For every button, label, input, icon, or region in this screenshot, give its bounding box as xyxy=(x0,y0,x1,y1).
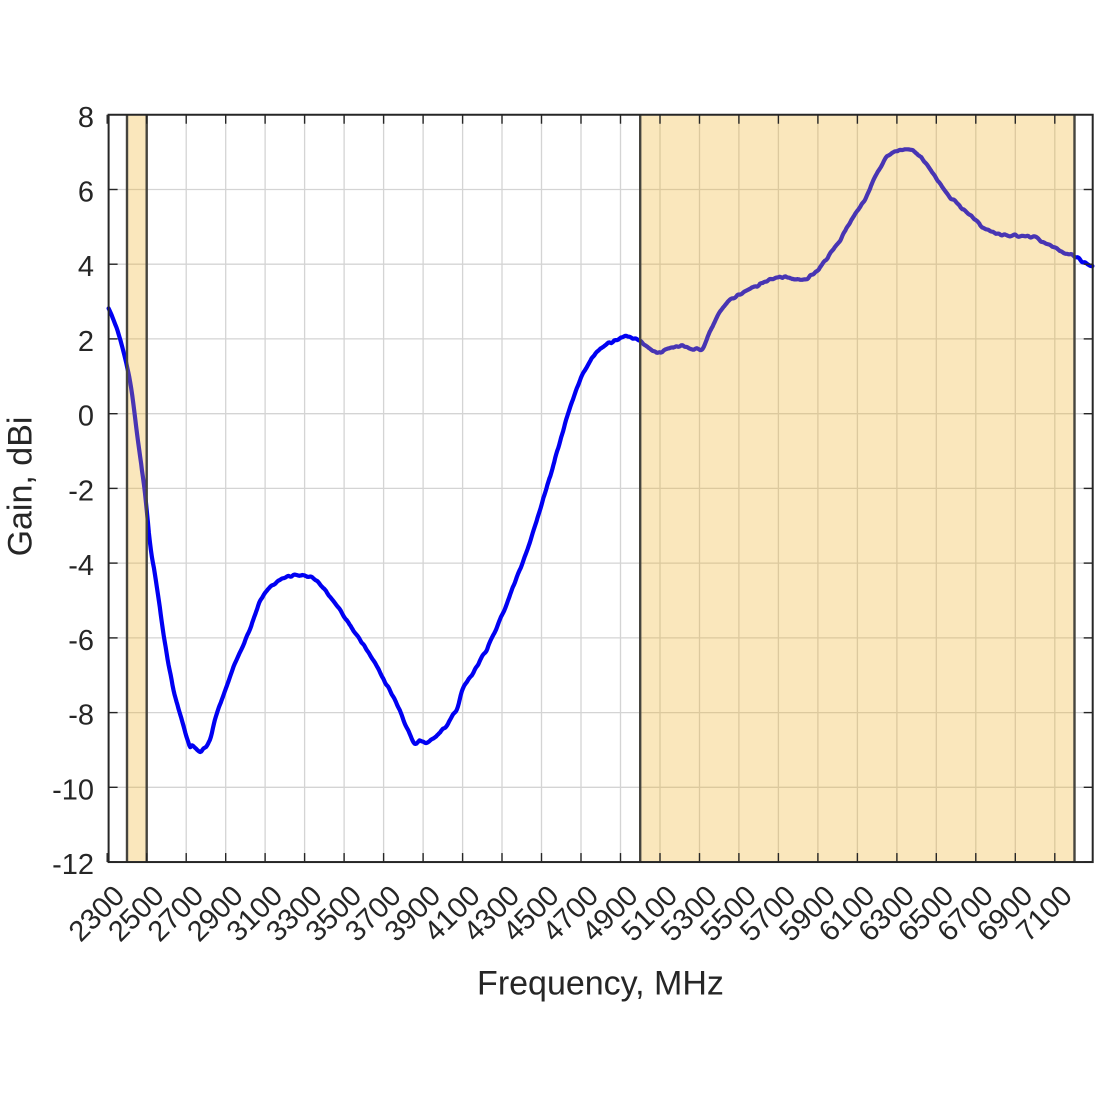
svg-text:-12: -12 xyxy=(52,849,94,881)
svg-text:-6: -6 xyxy=(68,625,94,657)
svg-text:2: 2 xyxy=(78,326,94,358)
svg-text:8: 8 xyxy=(78,102,94,134)
svg-text:-10: -10 xyxy=(52,774,94,806)
svg-text:-2: -2 xyxy=(68,475,94,507)
svg-text:0: 0 xyxy=(78,401,94,433)
svg-text:Gain, dBi: Gain, dBi xyxy=(2,417,40,557)
svg-text:Frequency, MHz: Frequency, MHz xyxy=(477,965,724,1003)
svg-text:4: 4 xyxy=(78,251,94,283)
svg-text:6: 6 xyxy=(78,177,94,209)
svg-text:-4: -4 xyxy=(68,550,94,582)
svg-text:-8: -8 xyxy=(68,700,94,732)
